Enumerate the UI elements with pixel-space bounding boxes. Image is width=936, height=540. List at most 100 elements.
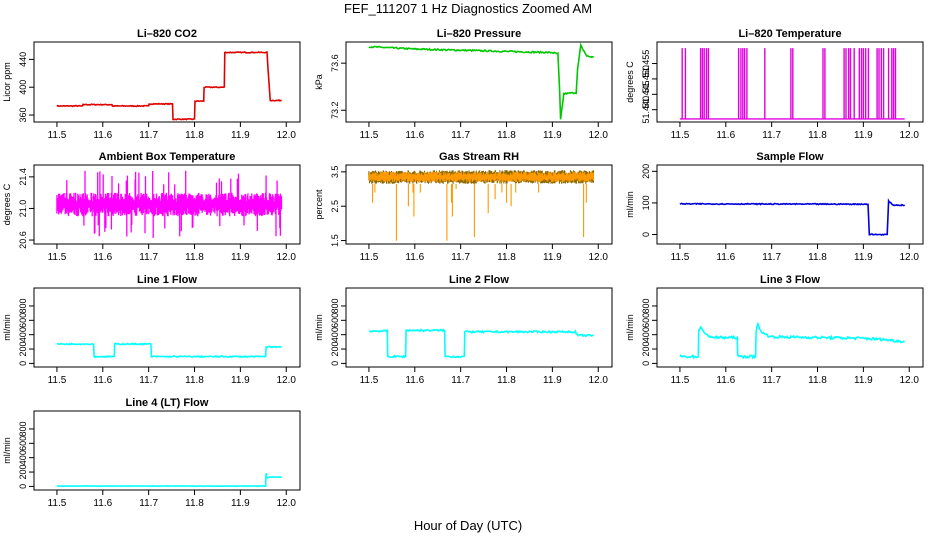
y-tick-label: 200 [641, 164, 651, 179]
y-tick-label: 200 [18, 465, 28, 480]
plot-frame [656, 164, 924, 245]
panel-3: Li–820 Temperature degrees C 11.5 11.6 11.7 1… [625, 28, 924, 141]
x-tick-label: 11.8 [185, 375, 204, 386]
y-tick-label: 400 [18, 327, 28, 342]
y-axis-label: ml/min [625, 191, 635, 218]
x-tick-label: 12.0 [277, 130, 297, 141]
x-tick-label: 11.5 [48, 375, 67, 386]
x-tick-label: 11.6 [405, 252, 424, 263]
x-tick-label: 11.6 [405, 130, 424, 141]
plot-frame [345, 164, 613, 245]
x-tick-label: 11.7 [451, 252, 470, 263]
x-tick-label: 11.9 [854, 252, 873, 263]
x-tick-label: 11.9 [854, 375, 873, 386]
y-tick-label: 440 [18, 52, 28, 67]
y-axis-label: ml/min [314, 314, 324, 341]
y-tick-label: 100 [641, 195, 651, 210]
y-tick-label: 600 [18, 313, 28, 328]
series-line [368, 171, 595, 241]
series-line [679, 48, 905, 120]
plot-frame [345, 41, 613, 123]
x-tick-label: 11.8 [185, 130, 204, 141]
x-tick-label: 11.6 [716, 252, 735, 263]
y-tick-label: 400 [330, 327, 340, 342]
x-tick-label: 11.9 [231, 498, 250, 509]
panel-title: Ambient Box Temperature [99, 151, 236, 163]
x-tick-label: 11.5 [671, 130, 690, 141]
y-tick-label: 800 [330, 298, 340, 313]
y-tick-label: 800 [18, 421, 28, 436]
y-tick-label: 21.4 [18, 168, 28, 186]
panel-5: Gas Stream RH percent 11.5 11.6 11.7 11.8 11.9… [314, 151, 613, 263]
panel-1: Li–820 CO2 Licor ppm 11.5 11.6 11.7 11.8 11.9 1… [2, 28, 301, 141]
y-tick-label: 0 [641, 232, 651, 237]
x-tick-label: 12.0 [277, 375, 297, 386]
x-tick-label: 11.6 [93, 130, 112, 141]
x-tick-label: 11.8 [808, 375, 827, 386]
x-tick-label: 11.9 [231, 130, 250, 141]
x-tick-label: 11.6 [93, 498, 112, 509]
y-tick-label: 0 [641, 361, 651, 366]
plot-frame [33, 41, 301, 123]
y-axis-label: ml/min [2, 437, 12, 464]
x-tick-label: 11.7 [139, 130, 158, 141]
y-tick-label: 1.5 [330, 234, 340, 247]
x-tick-label: 11.8 [808, 130, 827, 141]
x-tick-label: 11.5 [360, 252, 379, 263]
y-tick-label: 51.450 [641, 65, 651, 93]
y-tick-label: 73.2 [330, 101, 340, 119]
plot-frame [656, 287, 924, 368]
y-tick-label: 21.0 [18, 200, 28, 218]
x-tick-label: 12.0 [277, 252, 297, 263]
panel-title: Gas Stream RH [439, 151, 519, 163]
y-tick-label: 200 [641, 342, 651, 357]
x-tick-label: 11.6 [716, 375, 735, 386]
x-tick-label: 11.7 [762, 130, 781, 141]
x-tick-label: 11.9 [543, 252, 562, 263]
x-tick-label: 12.0 [900, 375, 920, 386]
y-tick-label: 2.5 [330, 200, 340, 213]
x-tick-label: 12.0 [900, 130, 920, 141]
panel-8: Line 2 Flow ml/min 11.5 11.6 11.7 11.8 11.9 12.… [314, 274, 613, 386]
panel-title: Li–820 CO2 [137, 28, 197, 40]
y-axis-label: degrees C [625, 61, 635, 103]
series-line [368, 328, 594, 359]
y-axis-label: Licor ppm [2, 62, 12, 102]
panel-10: Line 4 (LT) Flow ml/min 11.5 11.6 11.7 11.8 11… [2, 397, 301, 509]
panel-title: Li–820 Pressure [437, 28, 521, 40]
plot-frame [33, 287, 301, 368]
x-tick-label: 11.9 [543, 375, 562, 386]
panel-title: Line 4 (LT) Flow [126, 397, 209, 409]
x-tick-label: 11.5 [48, 130, 67, 141]
x-tick-label: 11.7 [762, 252, 781, 263]
x-tick-label: 11.7 [762, 375, 781, 386]
panel-6: Sample Flow ml/min 11.5 11.6 11.7 11.8 11.9 12.… [625, 151, 924, 263]
series-line [679, 198, 906, 236]
x-tick-label: 11.5 [48, 252, 67, 263]
x-tick-label: 11.8 [497, 130, 516, 141]
y-tick-label: 400 [18, 450, 28, 465]
y-axis-label: kPa [314, 74, 324, 90]
y-tick-label: 51.455 [641, 50, 651, 78]
y-tick-label: 800 [641, 298, 651, 313]
panel-2: Li–820 Pressure kPa 11.5 11.6 11.7 11.8 11.9 12… [314, 28, 613, 141]
plot-frame [33, 410, 301, 491]
y-tick-label: 51.445 [641, 81, 651, 109]
y-tick-label: 600 [330, 313, 340, 328]
y-axis-label: ml/min [2, 314, 12, 341]
y-axis-label: degrees C [2, 183, 12, 225]
panel-title: Line 2 Flow [449, 274, 509, 286]
series-line [56, 342, 282, 359]
x-tick-label: 12.0 [589, 375, 609, 386]
x-axis-label: Hour of Day (UTC) [413, 518, 523, 533]
panel-7: Line 1 Flow ml/min 11.5 11.6 11.7 11.8 11.9 12.… [2, 274, 301, 386]
plot-frame [656, 41, 924, 123]
panel-title: Line 3 Flow [760, 274, 820, 286]
plot-frame [345, 287, 613, 368]
y-tick-label: 3.5 [330, 166, 340, 179]
x-tick-label: 11.7 [451, 130, 470, 141]
y-axis-label: percent [314, 189, 324, 220]
x-tick-label: 11.6 [93, 375, 112, 386]
x-tick-label: 11.6 [93, 252, 112, 263]
x-tick-label: 11.9 [231, 375, 250, 386]
